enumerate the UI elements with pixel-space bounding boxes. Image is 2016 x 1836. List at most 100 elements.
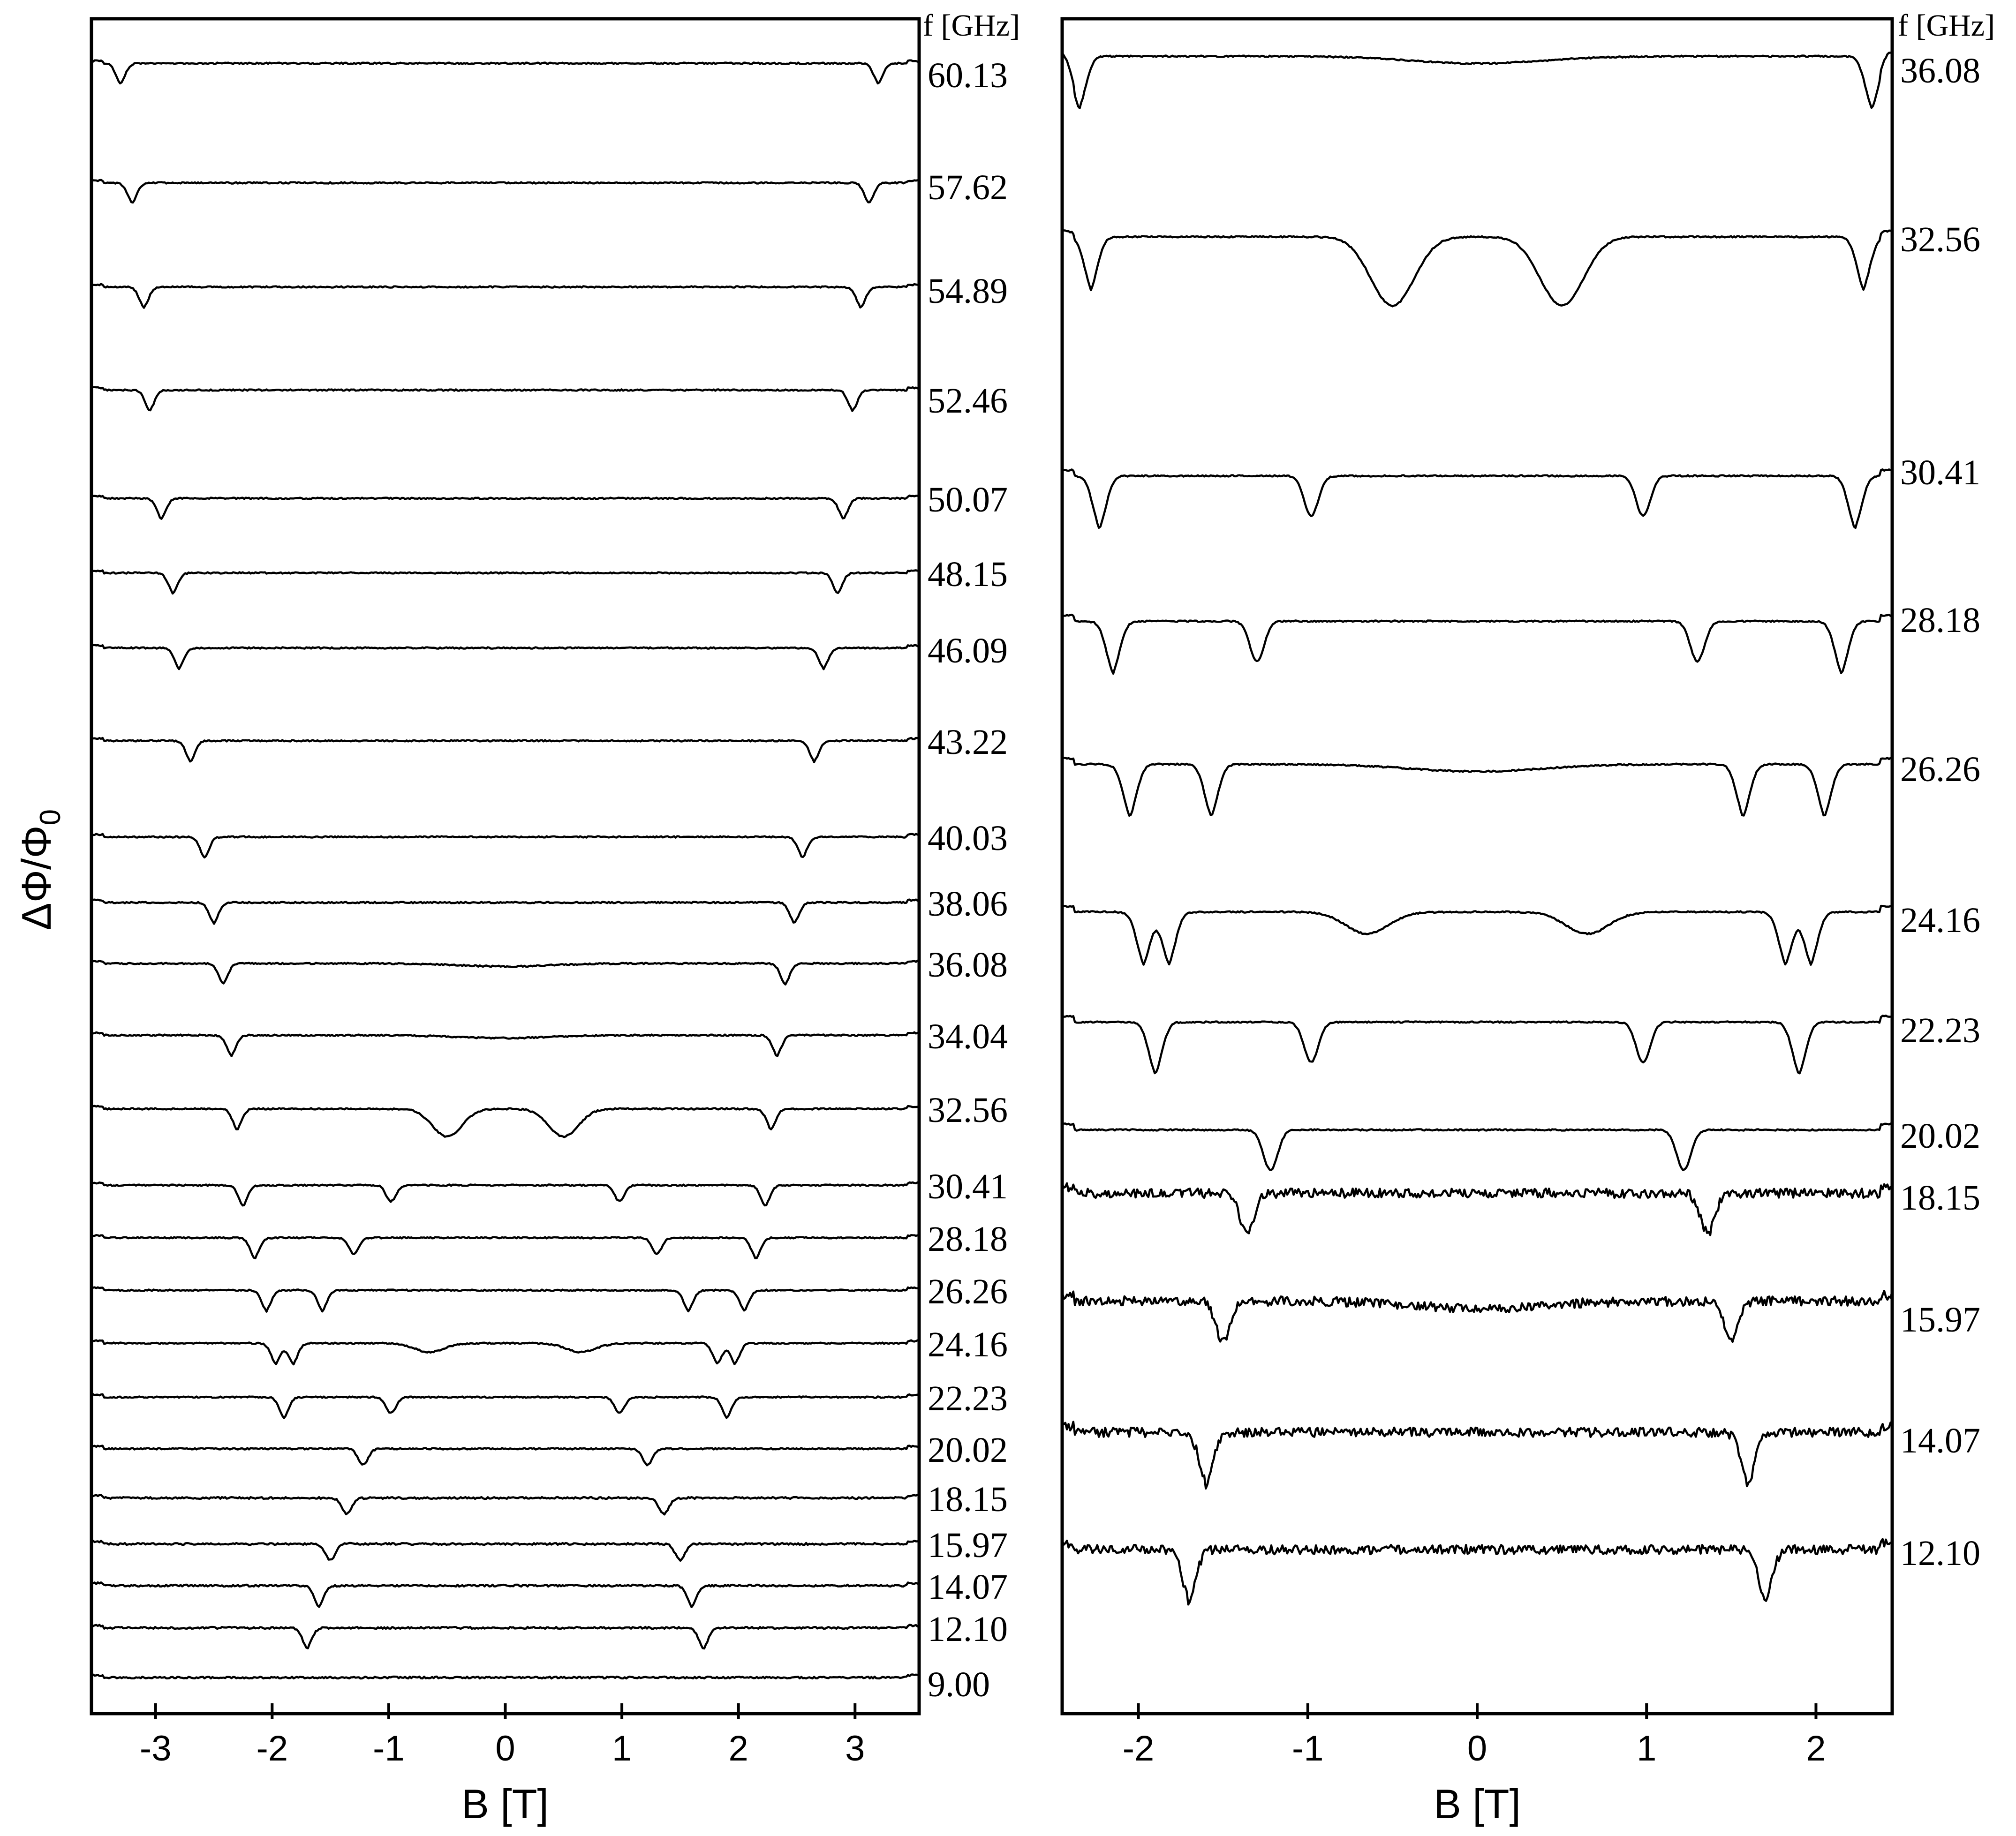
frequency-label-left-28.18: 28.18 xyxy=(928,1219,1008,1259)
x-tick-label: -1 xyxy=(1292,1729,1324,1768)
trace-right-26.26 xyxy=(1062,757,1893,817)
trace-left-24.16 xyxy=(91,1339,920,1366)
x-tick-label: -1 xyxy=(373,1729,405,1768)
frequency-label-left-26.26: 26.26 xyxy=(928,1272,1008,1311)
frequency-label-left-48.15: 48.15 xyxy=(928,555,1008,594)
frequency-label-right-32.56: 32.56 xyxy=(1900,220,1980,259)
trace-left-40.03 xyxy=(91,833,920,859)
frequency-label-right-12.10: 12.10 xyxy=(1900,1534,1980,1573)
frequency-label-left-60.13: 60.13 xyxy=(928,56,1008,95)
trace-left-30.41 xyxy=(91,1181,920,1207)
frequency-label-left-24.16: 24.16 xyxy=(928,1325,1008,1364)
trace-left-60.13 xyxy=(91,59,920,85)
frequency-label-left-18.15: 18.15 xyxy=(928,1480,1008,1519)
trace-left-12.10 xyxy=(91,1624,920,1650)
x-tick-label: -2 xyxy=(1123,1729,1155,1768)
trace-left-48.15 xyxy=(91,569,920,595)
frequency-label-right-26.26: 26.26 xyxy=(1900,750,1980,789)
frequency-label-right-22.23: 22.23 xyxy=(1900,1011,1980,1050)
frequency-label-left-20.02: 20.02 xyxy=(928,1430,1008,1470)
trace-left-52.46 xyxy=(91,386,920,412)
right-traces xyxy=(1061,51,1894,1606)
trace-left-9.00 xyxy=(91,1673,920,1680)
trace-right-22.23 xyxy=(1061,1015,1893,1075)
trace-right-20.02 xyxy=(1062,1122,1893,1172)
frequency-label-left-52.46: 52.46 xyxy=(928,381,1008,421)
trace-right-15.97 xyxy=(1061,1290,1894,1343)
right-panel: -2 -1 0 1 2 36.08 32.56 30.41 28.18 26.26 24.16 22… xyxy=(1060,8,1995,1827)
trace-left-18.15 xyxy=(91,1493,920,1516)
frequency-label-left-14.07: 14.07 xyxy=(928,1567,1008,1607)
x-tick-label: 2 xyxy=(729,1729,748,1768)
frequency-label-right-14.07: 14.07 xyxy=(1900,1421,1980,1460)
trace-left-43.22 xyxy=(91,737,920,763)
right-x-axis-title: B [T] xyxy=(1434,1781,1521,1827)
x-tick-label: 3 xyxy=(845,1729,865,1768)
x-tick-label: 1 xyxy=(1637,1729,1656,1768)
x-tick-label: 2 xyxy=(1806,1729,1826,1768)
frequency-label-left-22.23: 22.23 xyxy=(928,1379,1008,1418)
y-axis-title: ΔΦ/Φ0 xyxy=(13,809,67,930)
left-panel: -3 -2 -1 0 1 2 3 60.13 57.62 54.89 52.46 50.07 48.1… xyxy=(90,8,1020,1827)
trace-left-34.04 xyxy=(91,1031,920,1057)
left-frequency-header: f [GHz] xyxy=(923,8,1020,43)
trace-right-32.56 xyxy=(1062,229,1893,308)
frequency-label-left-40.03: 40.03 xyxy=(928,819,1008,858)
trace-left-36.08 xyxy=(91,959,920,986)
trace-left-46.09 xyxy=(91,644,920,670)
frequency-label-right-20.02: 20.02 xyxy=(1900,1116,1980,1156)
trace-right-12.10 xyxy=(1061,1538,1893,1606)
trace-left-26.26 xyxy=(91,1286,920,1313)
frequency-label-left-57.62: 57.62 xyxy=(928,168,1008,207)
x-tick-label: -3 xyxy=(140,1729,172,1768)
x-tick-label: 1 xyxy=(612,1729,632,1768)
trace-right-14.07 xyxy=(1061,1421,1893,1490)
frequency-label-left-12.10: 12.10 xyxy=(928,1610,1008,1649)
left-x-axis-title: B [T] xyxy=(461,1781,549,1827)
frequency-label-left-32.56: 32.56 xyxy=(928,1091,1008,1130)
trace-left-57.62 xyxy=(91,179,920,204)
trace-left-14.07 xyxy=(91,1581,920,1608)
frequency-label-right-28.18: 28.18 xyxy=(1900,601,1980,640)
frequency-label-right-15.97: 15.97 xyxy=(1900,1300,1980,1339)
trace-right-28.18 xyxy=(1061,613,1893,675)
trace-left-15.97 xyxy=(91,1539,920,1562)
trace-left-20.02 xyxy=(91,1445,920,1467)
frequency-label-left-54.89: 54.89 xyxy=(928,271,1008,311)
trace-right-24.16 xyxy=(1062,904,1893,966)
frequency-label-right-24.16: 24.16 xyxy=(1900,901,1980,940)
frequency-label-left-36.08: 36.08 xyxy=(928,945,1008,985)
left-frequency-labels: 60.13 57.62 54.89 52.46 50.07 48.15 46.09 43.22… xyxy=(928,56,1008,1704)
x-tick-label: 0 xyxy=(1467,1729,1487,1768)
frequency-label-left-15.97: 15.97 xyxy=(928,1526,1008,1565)
x-tick-label: 0 xyxy=(495,1729,515,1768)
frequency-label-right-36.08: 36.08 xyxy=(1900,51,1980,90)
frequency-label-left-43.22: 43.22 xyxy=(928,722,1008,762)
frequency-label-right-30.41: 30.41 xyxy=(1900,453,1980,492)
trace-left-22.23 xyxy=(91,1393,920,1419)
left-x-ticks: -3 -2 -1 0 1 2 3 xyxy=(140,1703,865,1768)
trace-right-18.15 xyxy=(1061,1182,1894,1236)
trace-left-32.56 xyxy=(91,1105,920,1138)
left-plot-frame xyxy=(90,17,921,1716)
frequency-label-right-18.15: 18.15 xyxy=(1900,1178,1980,1218)
trace-right-30.41 xyxy=(1062,468,1893,529)
right-frequency-header: f [GHz] xyxy=(1898,8,1995,43)
trace-left-38.06 xyxy=(91,898,920,925)
right-plot-frame xyxy=(1060,17,1894,1716)
left-traces xyxy=(91,59,920,1680)
trace-left-50.07 xyxy=(91,494,920,520)
frequency-label-left-34.04: 34.04 xyxy=(928,1017,1008,1056)
right-frequency-labels: 36.08 32.56 30.41 28.18 26.26 24.16 22.23 20.02… xyxy=(1900,51,1980,1573)
frequency-label-left-38.06: 38.06 xyxy=(928,884,1008,924)
frequency-label-left-30.41: 30.41 xyxy=(928,1167,1008,1206)
frequency-label-left-9.00: 9.00 xyxy=(928,1665,990,1704)
trace-left-28.18 xyxy=(91,1234,920,1259)
trace-left-54.89 xyxy=(91,283,919,309)
x-tick-label: -2 xyxy=(257,1729,288,1768)
frequency-label-left-46.09: 46.09 xyxy=(928,631,1008,670)
frequency-label-left-50.07: 50.07 xyxy=(928,480,1008,519)
right-x-ticks: -2 -1 0 1 2 xyxy=(1123,1703,1826,1768)
trace-right-36.08 xyxy=(1061,51,1893,110)
